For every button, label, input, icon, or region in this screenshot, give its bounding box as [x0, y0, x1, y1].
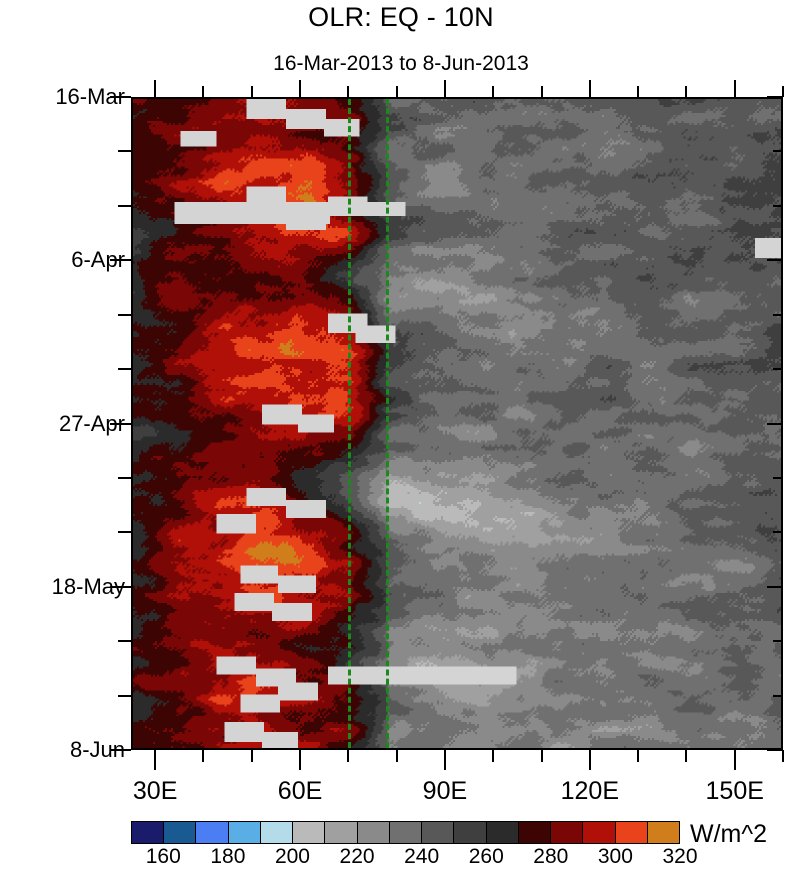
y-axis-label: 6-Apr: [71, 247, 125, 273]
colorbar-swatch: [486, 822, 519, 843]
y-tick-right: [767, 749, 783, 751]
x-tick: [540, 86, 543, 97]
colorbar-swatch: [132, 822, 165, 843]
colorbar-tick-label: 200: [274, 845, 310, 868]
y-tick-right: [773, 204, 783, 207]
colorbar-swatch: [551, 822, 584, 843]
x-tick: [250, 86, 253, 97]
y-tick: [110, 749, 131, 751]
colorbar-tick-label: 180: [210, 845, 246, 868]
colorbar-tick-label: 220: [339, 845, 375, 868]
y-tick-right: [773, 150, 783, 153]
y-tick: [110, 422, 131, 425]
colorbar-tick-label: 320: [662, 845, 698, 868]
x-tick: [202, 750, 205, 762]
x-tick: [154, 80, 157, 97]
y-tick-right: [773, 694, 783, 697]
y-tick: [110, 96, 131, 98]
x-axis-label: 90E: [422, 777, 468, 805]
colorbar-swatch: [196, 822, 229, 843]
x-tick: [492, 86, 495, 97]
y-tick: [110, 585, 131, 588]
x-tick: [202, 86, 205, 97]
colorbar-tick-label: 300: [597, 845, 633, 868]
x-tick: [588, 80, 591, 97]
x-axis-label: 30E: [132, 777, 178, 805]
y-tick-right: [767, 422, 783, 425]
y-tick-right: [773, 368, 783, 371]
y-tick-right: [773, 531, 783, 534]
y-axis-label: 18-May: [51, 573, 125, 599]
page-title: OLR: EQ - 10N: [308, 2, 494, 32]
x-tick: [637, 750, 640, 762]
olr-field-canvas: [133, 99, 781, 748]
x-tick: [395, 750, 398, 762]
reference-line-72e: [348, 99, 351, 748]
x-tick: [299, 750, 302, 770]
x-axis-label: 60E: [277, 777, 323, 805]
y-tick: [118, 694, 131, 697]
x-axis-label: 150E: [705, 777, 764, 805]
olr-field: [133, 99, 781, 748]
colorbar-swatch: [228, 822, 261, 843]
x-tick: [347, 750, 350, 762]
y-tick: [118, 150, 131, 153]
y-tick-right: [767, 96, 783, 98]
reference-line-80e: [386, 99, 389, 748]
x-tick: [443, 750, 446, 770]
x-tick: [540, 750, 543, 762]
colorbar-swatch: [615, 822, 648, 843]
x-tick: [685, 86, 688, 97]
y-axis-label: 8-Jun: [69, 737, 125, 762]
y-tick: [118, 313, 131, 316]
x-tick: [492, 750, 495, 762]
colorbar-swatch: [583, 822, 616, 843]
x-tick: [299, 80, 302, 97]
y-tick: [118, 476, 131, 479]
x-tick: [443, 80, 446, 97]
x-tick: [685, 750, 688, 762]
y-axis-label: 27-Apr: [58, 410, 125, 436]
x-tick: [782, 750, 784, 762]
colorbar-swatch: [325, 822, 358, 843]
colorbar-swatch: [260, 822, 294, 843]
colorbar-tick-label: 240: [404, 845, 440, 868]
colorbar-unit-label: W/m^2: [690, 820, 768, 848]
x-tick: [250, 750, 253, 762]
colorbar-swatch: [389, 822, 423, 843]
colorbar-swatch: [518, 822, 552, 843]
y-axis-label: 16-Mar: [55, 84, 125, 109]
x-tick: [395, 86, 398, 97]
date-range-subtitle: 16-Mar-2013 to 8-Jun-2013: [273, 52, 529, 75]
colorbar-swatch: [357, 822, 390, 843]
x-tick: [782, 86, 784, 97]
x-tick: [733, 80, 736, 97]
colorbar: [131, 821, 680, 844]
y-tick-right: [773, 313, 783, 316]
hovmoller-plot: [131, 97, 783, 750]
colorbar-tick-label: 280: [533, 845, 569, 868]
x-tick: [637, 86, 640, 97]
y-tick: [118, 531, 131, 534]
y-tick-right: [767, 585, 783, 588]
colorbar-swatch: [422, 822, 455, 843]
colorbar-tick-label: 260: [468, 845, 504, 868]
y-tick-right: [773, 476, 783, 479]
colorbar-swatch: [293, 822, 326, 843]
y-tick: [110, 259, 131, 262]
y-tick: [118, 368, 131, 371]
x-tick: [154, 750, 157, 770]
x-axis-label: 120E: [560, 777, 620, 805]
colorbar-swatch: [164, 822, 197, 843]
x-tick: [733, 750, 736, 770]
colorbar-swatch: [454, 822, 487, 843]
y-tick-right: [773, 640, 783, 643]
y-tick: [118, 640, 131, 643]
y-tick: [118, 204, 131, 207]
x-tick: [347, 86, 350, 97]
y-tick-right: [767, 259, 783, 262]
colorbar-tick-label: 160: [145, 845, 181, 868]
x-tick: [588, 750, 591, 770]
colorbar-swatch: [647, 822, 679, 843]
